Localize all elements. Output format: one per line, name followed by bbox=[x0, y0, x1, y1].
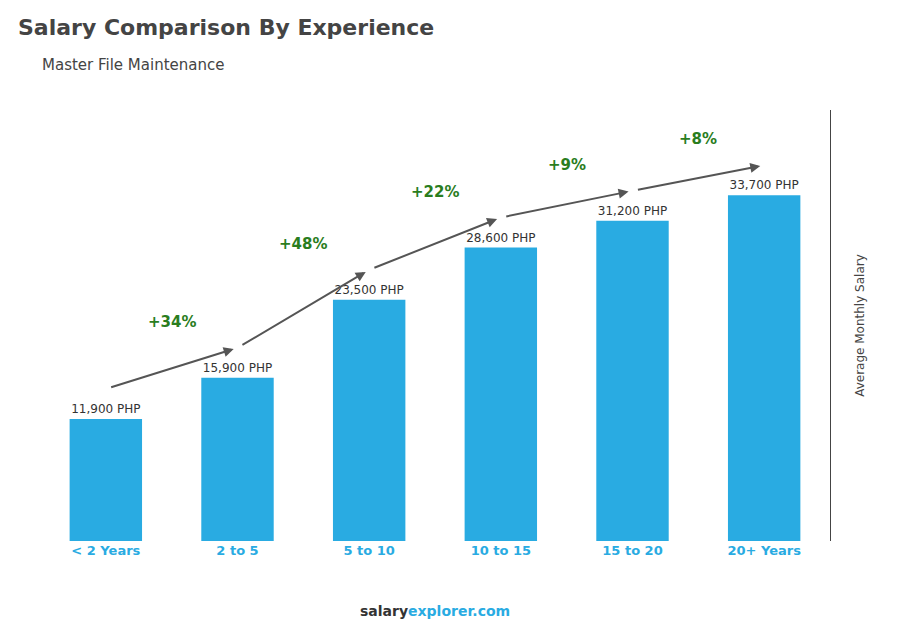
svg-text:10 to 15: 10 to 15 bbox=[471, 543, 531, 558]
svg-text:5 to 10: 5 to 10 bbox=[343, 543, 394, 558]
svg-text:salaryexplorer.com: salaryexplorer.com bbox=[360, 603, 510, 619]
svg-text:+48%: +48% bbox=[279, 235, 327, 253]
svg-text:11,900 PHP: 11,900 PHP bbox=[71, 402, 140, 416]
svg-text:15,900 PHP: 15,900 PHP bbox=[203, 361, 272, 375]
svg-text:Average Monthly Salary: Average Monthly Salary bbox=[853, 254, 867, 397]
svg-text:28,600 PHP: 28,600 PHP bbox=[466, 231, 535, 245]
svg-text:Master File Maintenance: Master File Maintenance bbox=[42, 56, 224, 74]
svg-text:20+ Years: 20+ Years bbox=[727, 543, 801, 558]
svg-text:31,200 PHP: 31,200 PHP bbox=[598, 204, 667, 218]
svg-text:15 to 20: 15 to 20 bbox=[602, 543, 662, 558]
svg-text:+9%: +9% bbox=[548, 156, 586, 174]
svg-text:23,500 PHP: 23,500 PHP bbox=[335, 283, 404, 297]
svg-text:2 to 5: 2 to 5 bbox=[216, 543, 258, 558]
svg-text:< 2 Years: < 2 Years bbox=[71, 543, 140, 558]
svg-text:+8%: +8% bbox=[679, 130, 717, 148]
svg-text:+22%: +22% bbox=[411, 183, 459, 201]
svg-text:+34%: +34% bbox=[148, 313, 196, 331]
svg-text:33,700 PHP: 33,700 PHP bbox=[730, 178, 799, 192]
svg-text:Salary Comparison By Experienc: Salary Comparison By Experience bbox=[18, 15, 434, 40]
